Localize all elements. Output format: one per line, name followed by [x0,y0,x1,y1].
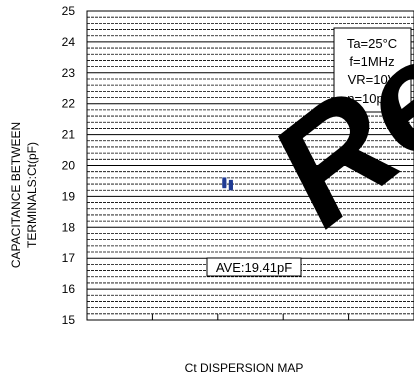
y-tick-label: 19 [62,189,76,203]
condition-temperature: Ta=25°C [347,36,397,51]
x-axis-title: Ct DISPERSION MAP [185,361,304,375]
y-axis-ticks: 15 16 17 18 19 20 21 22 23 24 25 [62,4,76,327]
y-tick-label: 23 [62,66,76,80]
condition-sample-count: n=10pcs [347,91,397,106]
data-point [222,177,227,182]
y-tick-label: 16 [62,282,76,296]
grid-lines [87,16,414,315]
condition-reverse-voltage: VR=10V [348,72,397,87]
data-points [222,177,233,191]
y-axis-title-line-1: CAPACITANCE BETWEEN [9,122,23,268]
average-annotation: AVE:19.41pF [206,257,302,277]
y-tick-label: 17 [62,251,76,265]
y-tick-label: 24 [62,35,76,49]
y-tick-label: 22 [62,97,76,111]
y-tick-label: 20 [62,159,76,173]
y-tick-label: 15 [62,313,76,327]
condition-frequency: f=1MHz [349,54,394,69]
conditions-box: Ta=25°C f=1MHz VR=10V n=10pcs [333,27,412,113]
average-label: AVE:19.41pF [216,260,292,275]
y-tick-label: 25 [62,4,76,18]
data-point [222,184,227,189]
y-axis-title-line-2: TERMINALS:Ct(pF) [25,142,39,248]
y-tick-label: 21 [62,128,76,142]
y-tick-label: 18 [62,220,76,234]
x-axis-ticks [151,314,350,320]
data-point [228,186,233,191]
